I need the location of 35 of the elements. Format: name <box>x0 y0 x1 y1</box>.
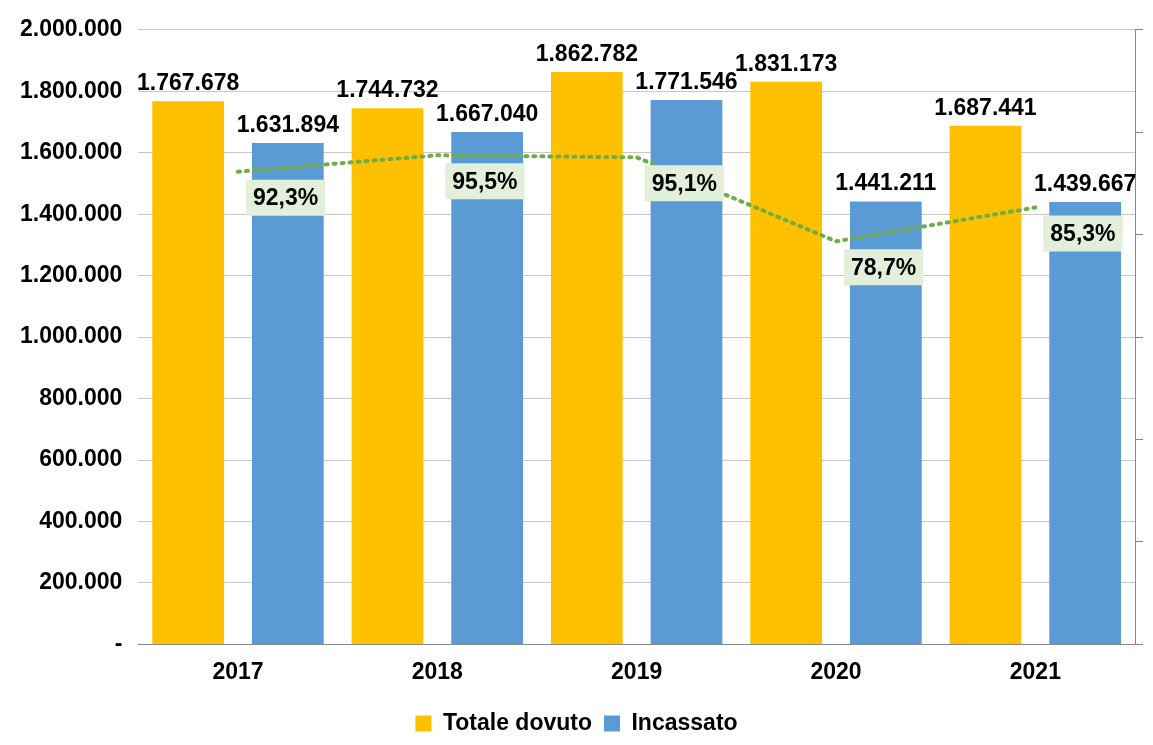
data-label: 95,1% <box>651 169 717 196</box>
y-tick-label: 1.800.000 <box>19 76 123 103</box>
bar <box>750 81 823 644</box>
x-tick-label: 2019 <box>611 657 663 684</box>
data-label: 95,5% <box>452 167 518 194</box>
x-tick-label: 2021 <box>1009 657 1062 684</box>
y-tick-label: 600.000 <box>39 445 123 472</box>
data-label: 1.439.667 <box>1034 169 1137 196</box>
bar <box>949 125 1022 644</box>
data-label: 1.831.173 <box>735 49 838 76</box>
y-tick-label: 800.000 <box>39 383 123 410</box>
data-label: 1.687.441 <box>934 93 1037 120</box>
legend-label: Totale dovuto <box>442 708 592 735</box>
x-tick-label: 2018 <box>411 657 464 684</box>
data-label: 78,7% <box>850 253 917 280</box>
y-tick-label: 2.000.000 <box>19 15 123 42</box>
y-tick-label: 200.000 <box>39 568 123 595</box>
data-label: 1.631.894 <box>236 110 340 137</box>
data-label: 1.767.678 <box>136 69 240 96</box>
bar <box>351 108 424 644</box>
y-tick-label: 1.400.000 <box>19 199 123 226</box>
y-tick-label: 400.000 <box>39 506 123 533</box>
y-tick-label: 1.600.000 <box>19 138 123 165</box>
x-tick-label: 2017 <box>212 657 264 684</box>
x-tick-label: 2020 <box>810 657 862 684</box>
bar <box>550 71 623 644</box>
bar <box>152 101 225 644</box>
data-label: 92,3% <box>252 184 319 211</box>
data-label: 1.441.211 <box>835 169 937 196</box>
data-label: 1.862.782 <box>535 39 638 66</box>
y-tick-label: - <box>114 629 123 656</box>
legend-label: Incassato <box>631 708 738 735</box>
y-tick-label: 1.000.000 <box>19 322 123 349</box>
y-tick-label: 1.200.000 <box>19 260 123 287</box>
data-label: 85,3% <box>1050 219 1116 246</box>
